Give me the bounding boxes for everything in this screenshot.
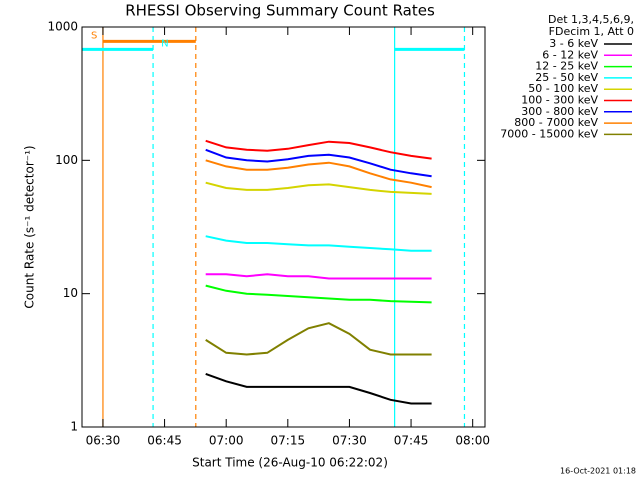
- series-line: [205, 273, 432, 280]
- series-line: [205, 148, 432, 178]
- x-tick-label: 06:30: [86, 434, 121, 448]
- series-line: [205, 284, 432, 304]
- flag-label: S: [91, 30, 97, 41]
- x-tick-label: 08:00: [455, 434, 490, 448]
- y-axis-label: Count Rate (s⁻¹ detector⁻¹): [23, 145, 37, 308]
- series-line: [205, 235, 432, 252]
- legend-label: 25 - 50 keV: [535, 71, 598, 84]
- x-tick-label: 07:00: [209, 434, 244, 448]
- flag-label: N: [161, 38, 168, 49]
- series-line: [205, 139, 432, 160]
- x-axis-label: Start Time (26-Aug-10 06:22:02): [192, 456, 388, 470]
- legend: Det 1,3,4,5,6,9,FDecim 1, Att 03 - 6 keV…: [500, 13, 634, 140]
- legend-header: FDecim 1, Att 0: [549, 25, 634, 38]
- series-line: [205, 372, 432, 405]
- chart-title: RHESSI Observing Summary Count Rates: [125, 2, 435, 20]
- legend-label: 12 - 25 keV: [535, 60, 598, 73]
- series-line: [205, 322, 432, 356]
- series-line: [205, 159, 432, 189]
- legend-header: Det 1,3,4,5,6,9,: [548, 13, 634, 26]
- legend-label: 100 - 300 keV: [521, 94, 598, 107]
- legend-label: 800 - 7000 keV: [514, 116, 598, 129]
- x-tick-label: 07:45: [394, 434, 429, 448]
- y-tick-label: 10: [63, 286, 78, 300]
- y-tick-label: 1000: [47, 20, 78, 34]
- legend-label: 3 - 6 keV: [549, 37, 598, 50]
- footer: 16-Oct-2021 01:18: [560, 467, 636, 476]
- x-tick-label: 07:15: [271, 434, 306, 448]
- legend-label: 6 - 12 keV: [542, 48, 598, 61]
- series-line: [205, 181, 432, 195]
- legend-label: 7000 - 15000 keV: [500, 127, 598, 140]
- legend-label: 50 - 100 keV: [528, 82, 598, 95]
- y-tick-label: 1: [70, 420, 78, 434]
- x-tick-label: 07:30: [332, 434, 367, 448]
- x-tick-label: 06:45: [147, 434, 182, 448]
- legend-label: 300 - 800 keV: [521, 105, 598, 118]
- plot-frame: [81, 26, 486, 428]
- y-tick-label: 100: [55, 153, 78, 167]
